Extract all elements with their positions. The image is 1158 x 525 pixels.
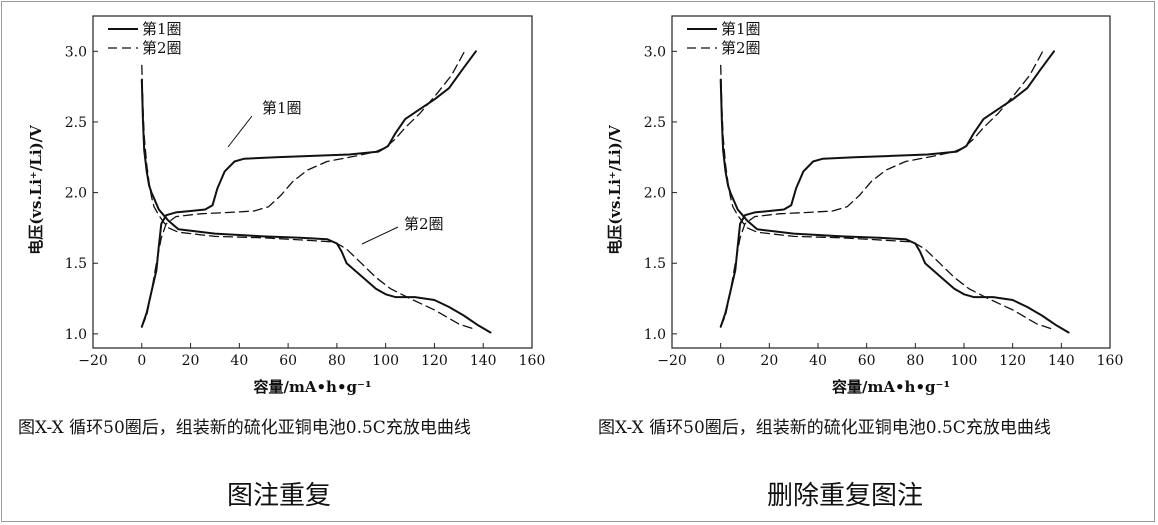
x-tick-label: 80: [906, 353, 924, 369]
y-axis-title: 电压(vs.Li⁺/Li)/V: [27, 125, 45, 255]
y-tick-label: 3.0: [65, 44, 87, 60]
annotation-leader: [227, 115, 253, 148]
y-axis-title: 电压(vs.Li⁺/Li)/V: [606, 125, 624, 255]
plot-area-frame: [671, 15, 1111, 349]
y-tick-label: 1.5: [65, 256, 87, 272]
x-tick-label: −20: [78, 353, 108, 369]
x-tick-label: 140: [470, 353, 497, 369]
x-tick-label: 0: [716, 353, 725, 369]
y-tick-label: 2.0: [644, 186, 666, 202]
legend-label: 第2圈: [142, 39, 182, 57]
legend-label: 第2圈: [721, 39, 761, 57]
x-tick-label: 40: [230, 353, 248, 369]
y-tick-label: 1.5: [644, 256, 666, 272]
chart-panel-2: −20 0 20 40 60 80 100 120 140 160 1.0 1.5 2.0 2.5 3.0 容…: [606, 15, 1124, 396]
y-tick-label: 2.5: [644, 115, 666, 131]
legend-label: 第1圈: [142, 20, 182, 38]
y-tick-label: 1.0: [65, 327, 87, 343]
x-tick-label: 120: [999, 353, 1026, 369]
series-line-cycle2-charge: [141, 47, 467, 328]
x-tick-label: 100: [372, 353, 399, 369]
panel-label-left: 图注重复: [227, 481, 332, 511]
x-tick-label: −20: [657, 353, 687, 369]
y-tick-label: 3.0: [644, 44, 666, 60]
x-axis-title: 容量/mA•h•g⁻¹: [252, 378, 371, 396]
plot-area-frame: [92, 15, 533, 349]
y-tick-label: 2.0: [65, 186, 87, 202]
panel-label-right: 删除重复图注: [767, 481, 924, 511]
figure-caption-right: 图X-X 循环50圈后，组装新的硫化亚铜电池0.5C充放电曲线: [598, 418, 1051, 438]
x-tick-label: 80: [328, 353, 346, 369]
curve-annotation: 第1圈: [262, 99, 302, 117]
annotation-leader: [361, 226, 399, 245]
series-line-cycle1-charge: [719, 50, 1055, 328]
x-tick-label: 160: [1097, 353, 1124, 369]
x-tick-label: 0: [137, 353, 146, 369]
x-tick-label: 60: [858, 353, 876, 369]
x-tick-label: 20: [182, 353, 200, 369]
y-tick-label: 1.0: [644, 327, 666, 343]
x-tick-label: 140: [1048, 353, 1075, 369]
legend-label: 第1圈: [721, 20, 761, 38]
series-line-cycle2-discharge: [141, 64, 477, 331]
series-line-cycle1-discharge: [719, 78, 1070, 334]
x-tick-label: 120: [421, 353, 448, 369]
curve-annotation: 第2圈: [404, 215, 444, 233]
series-line-cycle2-charge: [720, 47, 1045, 328]
x-tick-label: 100: [951, 353, 978, 369]
x-tick-label: 60: [279, 353, 297, 369]
chart-panel-1: −20 0 20 40 60 80 100 120 140 160 1.0 1.5 2.0 2.5 3.0 容…: [27, 15, 546, 396]
x-tick-label: 20: [760, 353, 778, 369]
y-tick-label: 2.5: [65, 115, 87, 131]
x-axis-title: 容量/mA•h•g⁻¹: [831, 378, 950, 396]
series-line-cycle1-charge: [140, 50, 477, 328]
x-tick-label: 160: [519, 353, 546, 369]
series-line-cycle1-discharge: [140, 78, 492, 334]
figure-caption-left: 图X-X 循环50圈后，组装新的硫化亚铜电池0.5C充放电曲线: [18, 418, 471, 438]
series-line-cycle2-discharge: [720, 64, 1055, 331]
x-tick-label: 40: [809, 353, 827, 369]
